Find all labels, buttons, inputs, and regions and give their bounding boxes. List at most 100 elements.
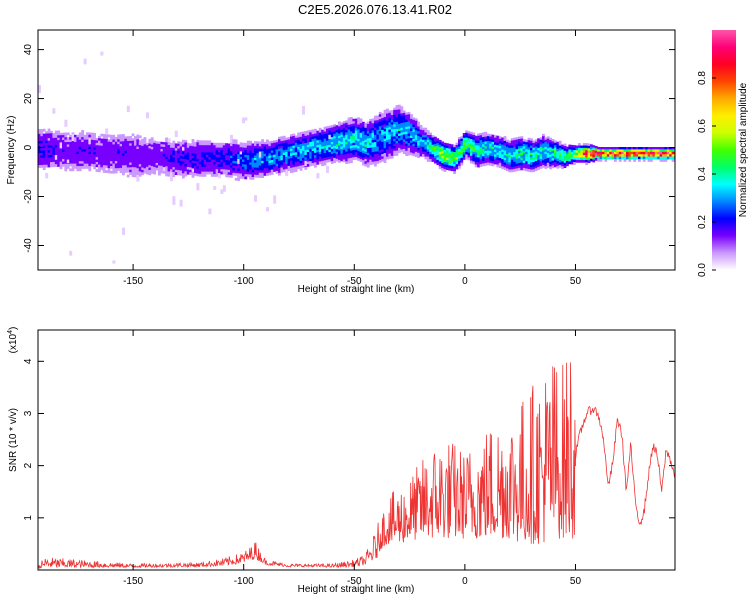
spectrogram-cell — [513, 166, 516, 170]
spectrogram-cell — [326, 143, 329, 146]
spectrogram-cell — [287, 153, 291, 157]
spectrogram-cell — [479, 132, 483, 136]
spectrogram-cell — [484, 136, 488, 140]
spectrogram-cell — [306, 147, 310, 150]
spectrogram-cell — [635, 149, 639, 153]
spectrogram-cell — [400, 139, 404, 143]
spectrogram-cell — [362, 126, 365, 130]
spectrogram-cell — [57, 159, 60, 163]
spectrogram-cell — [520, 148, 524, 151]
spectrogram-cell — [54, 152, 58, 155]
spectrogram-cell — [280, 148, 284, 152]
spectrogram-cell — [47, 128, 51, 132]
spectrogram-cell — [383, 117, 387, 120]
spectrogram-cell — [290, 136, 293, 140]
spectrogram-cell — [100, 140, 104, 144]
spectrogram-cell — [659, 147, 663, 150]
spectrogram-cell — [138, 145, 142, 148]
spectrogram-cell — [623, 154, 627, 157]
spectrogram-cell — [146, 162, 149, 165]
spectrogram-cell — [364, 122, 368, 126]
spectrogram-cell — [105, 134, 108, 137]
spectrogram-cell — [160, 170, 164, 174]
spectrogram-cell — [78, 161, 82, 164]
spectrogram-cell — [218, 164, 221, 168]
spectrogram-cell — [148, 165, 152, 168]
spectrogram-cell — [141, 157, 144, 161]
spectrogram-cell — [455, 152, 459, 155]
spectrogram-cell — [482, 156, 485, 160]
spectrogram-cell — [386, 149, 389, 153]
spectrogram-cell — [518, 158, 521, 161]
spectrogram-cell — [659, 156, 663, 160]
spectrogram-cell — [141, 141, 144, 144]
spectrogram-cell — [160, 149, 164, 152]
spectrogram-cell — [458, 158, 461, 162]
spectrogram-cell — [203, 152, 207, 156]
spectrogram-cell — [563, 143, 567, 147]
spectrogram-cell — [364, 139, 368, 143]
spectrogram-cell — [460, 141, 464, 144]
spectrogram-speckle — [273, 195, 277, 204]
spectrogram-cell — [465, 144, 468, 148]
spectrogram-cell — [640, 147, 644, 150]
spectrogram-cell — [501, 166, 504, 170]
spectrogram-cell — [354, 157, 358, 160]
spectrogram-cell — [510, 155, 514, 158]
colorbar-tick-label: 0.2 — [697, 215, 708, 229]
spectrogram-cell — [266, 170, 269, 174]
spectrogram-cell — [453, 144, 456, 148]
spectrogram-cell — [347, 122, 351, 126]
spectrogram-cell — [357, 134, 360, 137]
spectrogram-cell — [306, 159, 310, 162]
spectrogram-cell — [666, 154, 670, 157]
spectrogram-cell — [314, 143, 317, 146]
spectrogram-cell — [419, 151, 423, 155]
spectrogram-cell — [107, 156, 111, 159]
spectrogram-cell — [489, 148, 492, 152]
spectrogram-cell — [54, 149, 58, 153]
spectrogram-cell — [431, 147, 435, 150]
spectrogram-cell — [117, 156, 120, 159]
spectrogram-cell — [148, 160, 152, 164]
spectrogram-cell — [69, 139, 72, 143]
spectrogram-cell — [390, 127, 394, 130]
spectrogram-cell — [407, 121, 411, 125]
spectrogram-cell — [554, 145, 557, 148]
spectrogram-cell — [208, 166, 212, 170]
spectrogram-cell — [47, 135, 51, 139]
spectrogram-cell — [494, 152, 497, 155]
spectrogram-cell — [393, 107, 396, 111]
spectrogram-cell — [405, 119, 408, 123]
spectrogram-cell — [472, 149, 476, 153]
spectrogram-cell — [278, 158, 281, 162]
spectrogram-cell — [251, 172, 255, 175]
spectrogram-cell — [645, 149, 648, 153]
spectrogram-cell — [93, 135, 96, 139]
spectrogram-cell — [122, 146, 125, 149]
spectrogram-cell — [78, 139, 82, 143]
spectrogram-cell — [474, 152, 478, 156]
spectrogram-cell — [366, 143, 370, 146]
spectrogram-cell — [117, 153, 120, 157]
spectrogram-cell — [585, 143, 588, 146]
spectrogram-cell — [150, 149, 154, 153]
spectrogram-speckle — [213, 186, 217, 190]
spectrogram-cell — [294, 142, 298, 146]
spectrogram-cell — [239, 173, 243, 177]
spectrogram-cell — [309, 134, 312, 138]
spectrogram-cell — [201, 150, 204, 153]
spectrogram-cell — [299, 134, 303, 138]
spectrogram-cell — [261, 160, 264, 164]
spectrogram-cell — [383, 138, 387, 142]
spectrogram-speckle — [304, 160, 308, 167]
spectrogram-cell — [362, 157, 365, 161]
spectrogram-cell — [611, 149, 615, 153]
spectrogram-cell — [71, 144, 75, 148]
spectrogram-cell — [129, 148, 132, 151]
spectrogram-cell — [323, 145, 327, 149]
spectrogram-cell — [645, 147, 648, 150]
spectrogram-cell — [376, 153, 380, 157]
spectrogram-cell — [268, 148, 272, 152]
spectrogram-cell — [107, 158, 111, 162]
